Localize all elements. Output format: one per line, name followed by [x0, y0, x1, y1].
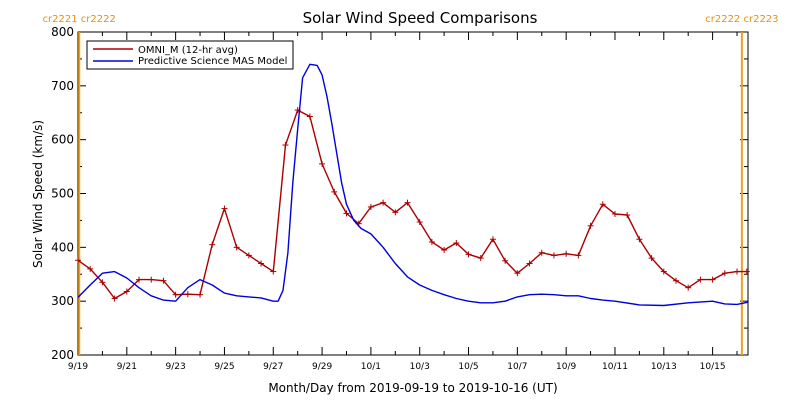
x-tick-label: 9/29: [312, 362, 332, 372]
y-tick-label: 300: [51, 294, 74, 308]
data-point-omni: [75, 257, 81, 264]
data-point-omni: [380, 199, 387, 206]
data-point-omni: [221, 205, 228, 212]
data-point-omni: [233, 244, 240, 251]
x-tick-label: 10/3: [410, 362, 430, 372]
data-point-omni: [148, 276, 155, 283]
data-point-omni: [172, 291, 179, 298]
y-axis-label: Solar Wind Speed (km/s): [31, 120, 45, 268]
data-point-omni: [367, 203, 374, 210]
x-tick-label: 9/25: [214, 362, 234, 372]
data-point-omni: [636, 236, 643, 243]
data-point-omni: [550, 252, 557, 259]
rotation-marker-label: cr2222 cr2223: [705, 14, 778, 25]
data-point-omni: [685, 284, 692, 291]
plot-frame: [77, 31, 749, 356]
data-point-omni: [587, 222, 594, 229]
data-point-omni: [99, 279, 106, 286]
data-point-omni: [477, 255, 484, 262]
data-point-omni: [489, 236, 496, 243]
data-point-omni: [343, 210, 350, 217]
data-point-omni: [270, 268, 277, 275]
legend-label-omni: OMNI_M (12-hr avg): [138, 45, 238, 56]
data-point-omni: [319, 160, 326, 167]
data-point-omni: [197, 291, 204, 298]
data-point-omni: [441, 247, 448, 254]
series-layer: [75, 63, 750, 307]
data-point-omni: [184, 291, 191, 298]
data-point-omni: [734, 268, 741, 275]
data-point-omni: [416, 219, 423, 226]
x-tick-label: 10/13: [651, 362, 677, 372]
legend-label-mas: Predictive Science MAS Model: [138, 56, 287, 67]
data-point-omni: [123, 288, 130, 295]
data-point-omni: [697, 276, 704, 283]
series-line-mas: [77, 63, 749, 307]
data-point-omni: [563, 250, 570, 257]
data-point-omni: [160, 277, 167, 284]
data-point-omni: [611, 210, 618, 217]
data-point-omni: [660, 268, 667, 275]
data-point-omni: [721, 270, 728, 277]
x-axis-ticks: 9/19 9/21 9/23 9/25 9/27 9/29 10/1 10/3 10/5 10/7…: [68, 32, 738, 372]
data-point-omni: [306, 113, 313, 120]
data-point-omni: [428, 238, 435, 245]
data-point-omni: [709, 276, 716, 283]
x-tick-label: 9/27: [263, 362, 283, 372]
data-point-omni: [245, 252, 252, 259]
data-point-omni: [514, 270, 521, 277]
x-tick-label: 10/5: [458, 362, 478, 372]
data-point-omni: [465, 251, 472, 258]
y-axis-ticks: 200 300 400 500 600 700 800: [51, 25, 748, 362]
y-tick-label: 600: [51, 133, 74, 147]
data-point-omni: [648, 255, 655, 262]
x-tick-label: 10/11: [602, 362, 628, 372]
data-point-omni: [599, 201, 606, 208]
x-tick-label: 10/1: [361, 362, 381, 372]
data-point-omni: [87, 265, 94, 272]
data-point-omni: [392, 209, 399, 216]
carrington-rotation-markers: cr2221 cr2222 cr2222 cr2223: [43, 14, 779, 355]
series-line-omni: [77, 109, 747, 300]
data-point-omni: [575, 252, 582, 259]
data-point-omni: [209, 241, 216, 248]
legend: OMNI_M (12-hr avg) Predictive Science MA…: [86, 40, 294, 70]
data-point-omni: [526, 260, 533, 267]
data-point-omni: [282, 142, 289, 149]
data-point-omni: [136, 276, 143, 283]
rotation-marker-label: cr2221 cr2222: [43, 14, 116, 25]
data-point-omni: [502, 257, 509, 264]
y-tick-label: 700: [51, 79, 74, 93]
data-point-omni: [743, 268, 750, 275]
data-point-omni: [453, 240, 460, 247]
data-point-omni: [404, 199, 411, 206]
x-tick-label: 9/19: [68, 362, 88, 372]
x-tick-label: 10/9: [556, 362, 576, 372]
data-point-omni: [331, 188, 338, 195]
legend-box: [86, 40, 294, 70]
x-tick-label: 9/21: [117, 362, 137, 372]
data-point-omni: [672, 277, 679, 284]
data-point-omni: [111, 295, 118, 302]
data-point-omni: [538, 249, 545, 256]
data-point-omni: [258, 260, 265, 267]
x-tick-label: 10/7: [507, 362, 527, 372]
x-axis-label: Month/Day from 2019-09-19 to 2019-10-16 …: [268, 381, 557, 395]
y-tick-label: 500: [51, 187, 74, 201]
y-tick-label: 200: [51, 348, 74, 362]
y-tick-label: 400: [51, 240, 74, 254]
x-tick-label: 9/23: [166, 362, 186, 372]
x-tick-label: 10/15: [700, 362, 726, 372]
chart-title: Solar Wind Speed Comparisons: [303, 9, 538, 27]
data-point-omni: [624, 212, 631, 219]
y-tick-label: 800: [51, 25, 74, 39]
